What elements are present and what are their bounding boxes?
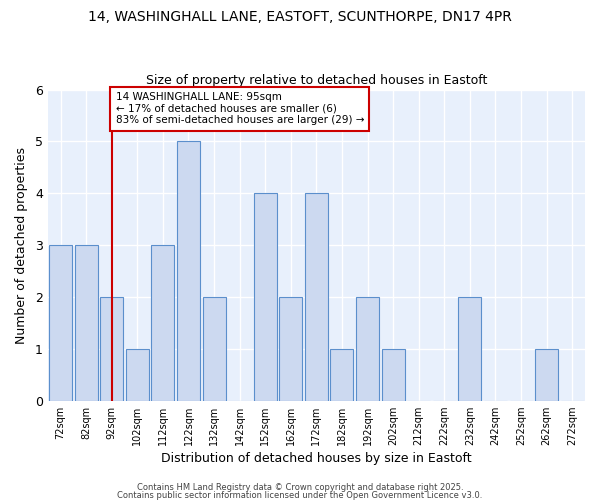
X-axis label: Distribution of detached houses by size in Eastoft: Distribution of detached houses by size … — [161, 452, 472, 465]
Bar — [331, 349, 353, 401]
Title: Size of property relative to detached houses in Eastoft: Size of property relative to detached ho… — [146, 74, 487, 87]
Bar — [535, 349, 558, 401]
Text: 14, WASHINGHALL LANE, EASTOFT, SCUNTHORPE, DN17 4PR: 14, WASHINGHALL LANE, EASTOFT, SCUNTHORP… — [88, 10, 512, 24]
Y-axis label: Number of detached properties: Number of detached properties — [15, 146, 28, 344]
Bar — [100, 297, 123, 401]
Bar — [49, 245, 72, 400]
Bar — [305, 194, 328, 400]
Bar — [177, 142, 200, 400]
Bar — [254, 194, 277, 400]
Text: 14 WASHINGHALL LANE: 95sqm
← 17% of detached houses are smaller (6)
83% of semi-: 14 WASHINGHALL LANE: 95sqm ← 17% of deta… — [116, 92, 364, 126]
Bar — [151, 245, 175, 400]
Bar — [280, 297, 302, 401]
Bar — [74, 245, 98, 400]
Bar — [203, 297, 226, 401]
Bar — [126, 349, 149, 401]
Bar — [356, 297, 379, 401]
Bar — [382, 349, 404, 401]
Text: Contains public sector information licensed under the Open Government Licence v3: Contains public sector information licen… — [118, 490, 482, 500]
Text: Contains HM Land Registry data © Crown copyright and database right 2025.: Contains HM Land Registry data © Crown c… — [137, 484, 463, 492]
Bar — [458, 297, 481, 401]
